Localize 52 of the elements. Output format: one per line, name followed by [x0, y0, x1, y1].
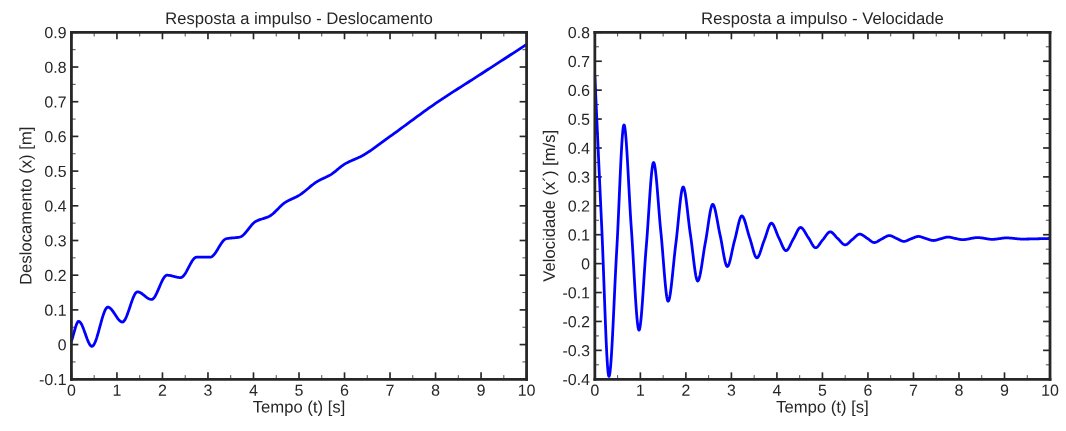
x-tick-label: 8 — [955, 384, 963, 396]
y-tick-label: 0 — [581, 258, 590, 270]
x-tick-label: 9 — [477, 384, 485, 396]
y-tick-label: 0.7 — [44, 96, 66, 108]
y-tick-label: 0.8 — [568, 26, 590, 39]
y-tick-label: 0.3 — [44, 235, 66, 247]
y-axis-title: Velocidade (x´) [m/s] — [542, 131, 559, 282]
x-tick-label: 2 — [682, 384, 690, 396]
x-tick-label: 6 — [340, 384, 349, 396]
chart-title: Resposta a impulso - Velocidade — [702, 11, 944, 28]
x-tick-label: 4 — [249, 384, 258, 396]
x-tick-label: 5 — [818, 384, 827, 396]
y-tick-label: 0.1 — [44, 304, 66, 316]
x-tick-label: 4 — [772, 384, 781, 396]
y-tick-label: -0.1 — [39, 373, 66, 386]
y-tick-label: 0.5 — [44, 165, 66, 178]
y-tick-label: 0.3 — [568, 171, 590, 183]
x-tick-label: 10 — [1042, 384, 1059, 396]
chart-title: Resposta a impulso - Deslocamento — [166, 11, 433, 28]
y-tick-label: -0.4 — [563, 373, 590, 386]
y-axis-title: Deslocamento (x) [m] — [19, 127, 35, 284]
x-tick-label: 8 — [431, 384, 440, 396]
x-tick-label: 10 — [518, 384, 535, 396]
y-tick-label: -0.1 — [563, 287, 590, 299]
y-tick-label: 0.2 — [568, 200, 590, 212]
x-axis-title: Tempo (t) [s] — [776, 400, 868, 416]
y-tick-label: 0.2 — [44, 269, 66, 282]
x-tick-label: 9 — [1000, 384, 1009, 396]
y-tick-label: 0.9 — [44, 26, 66, 39]
y-tick-label: -0.3 — [563, 345, 590, 357]
y-tick-label: 0.6 — [568, 84, 590, 97]
x-tick-label: 2 — [158, 384, 167, 396]
y-tick-label: 0 — [58, 339, 66, 351]
y-tick-label: 0.4 — [568, 142, 590, 154]
x-tick-label: 1 — [113, 384, 121, 396]
y-tick-label: 0.5 — [568, 113, 590, 126]
x-tick-label: 0 — [67, 384, 76, 396]
y-tick-label: 0.6 — [44, 131, 66, 143]
y-tick-label: 0.1 — [568, 229, 590, 241]
x-tick-label: 7 — [909, 384, 918, 396]
x-tick-label: 5 — [295, 384, 303, 396]
x-tick-label: 6 — [864, 384, 872, 396]
y-tick-label: -0.2 — [563, 316, 590, 328]
x-tick-label: 3 — [727, 384, 736, 396]
x-tick-label: 3 — [204, 384, 212, 396]
x-tick-label: 0 — [591, 384, 599, 396]
y-tick-label: 0.8 — [44, 61, 66, 73]
y-tick-label: 0.7 — [568, 55, 590, 68]
x-tick-label: 7 — [386, 384, 394, 396]
y-tick-label: 0.4 — [44, 200, 67, 212]
x-axis-title: Tempo (t) [s] — [253, 400, 345, 416]
x-tick-label: 1 — [637, 384, 645, 396]
